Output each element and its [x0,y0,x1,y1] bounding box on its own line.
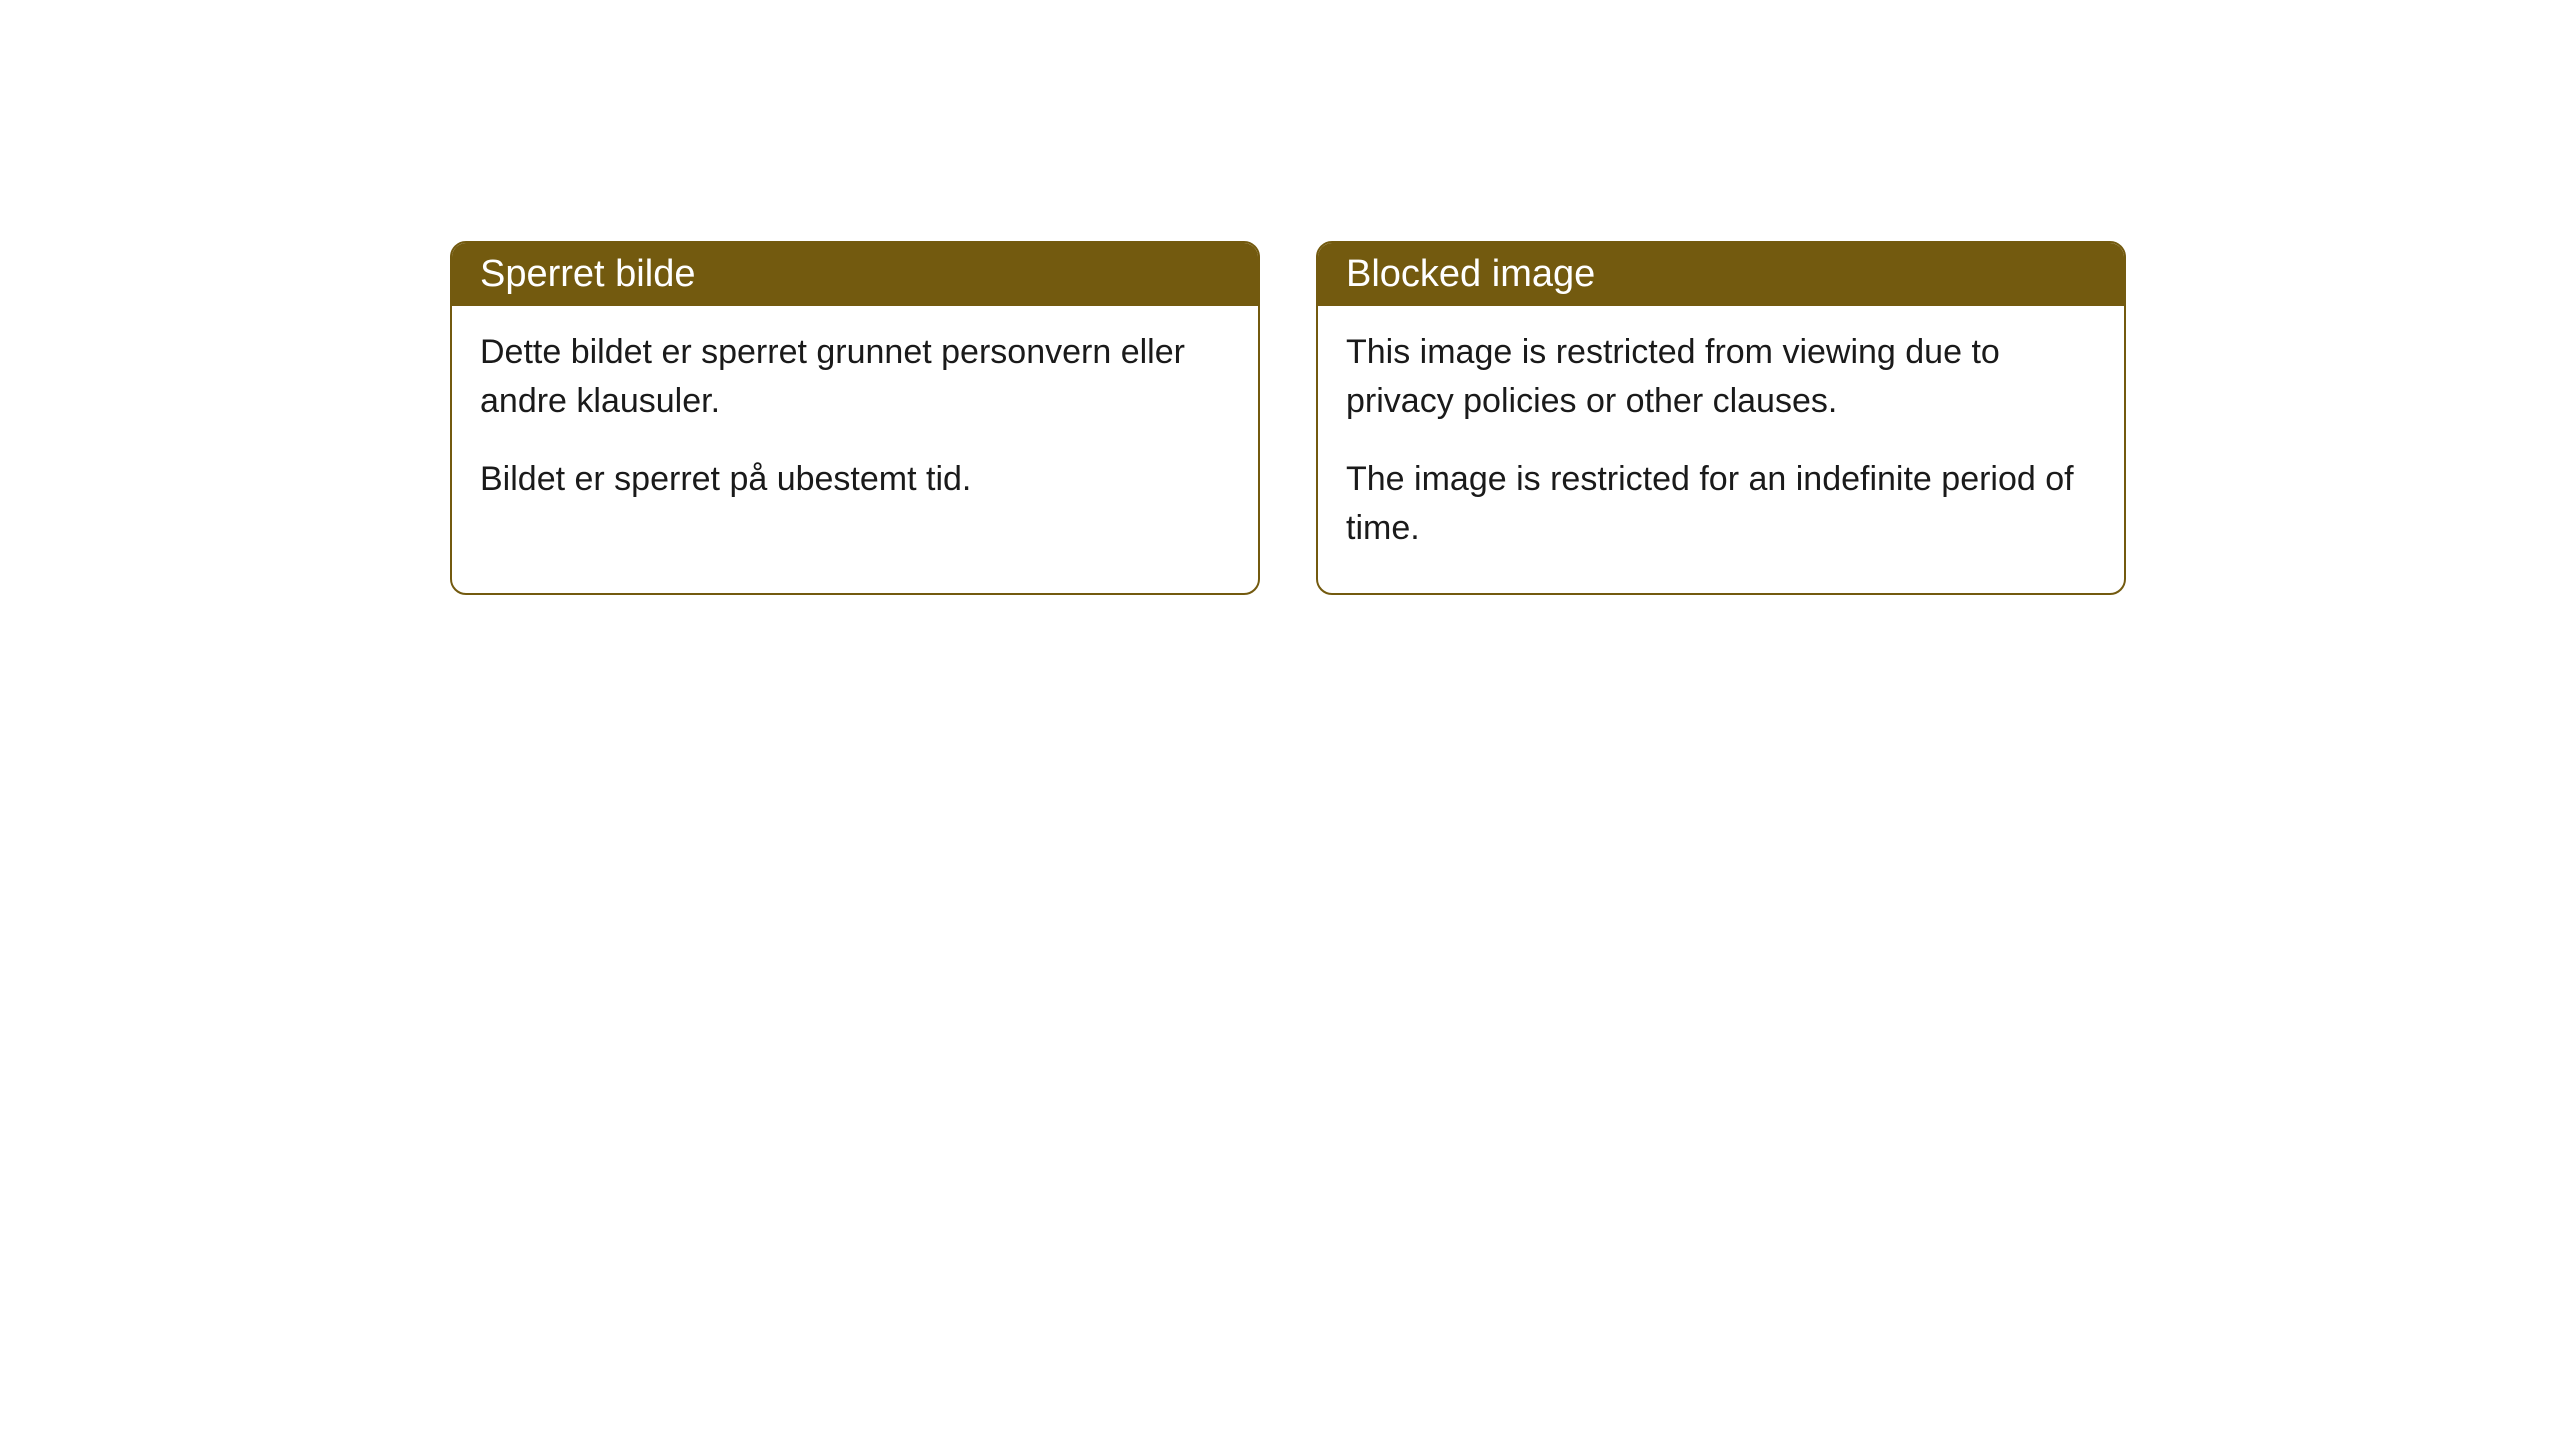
card-paragraph: Bildet er sperret på ubestemt tid. [480,455,1230,504]
card-title: Blocked image [1346,253,1595,295]
notice-card-norwegian: Sperret bilde Dette bildet er sperret gr… [450,241,1260,595]
card-paragraph: Dette bildet er sperret grunnet personve… [480,328,1230,427]
card-body: Dette bildet er sperret grunnet personve… [452,306,1258,544]
notice-cards-container: Sperret bilde Dette bildet er sperret gr… [450,241,2126,595]
card-paragraph: This image is restricted from viewing du… [1346,328,2096,427]
card-header: Blocked image [1318,243,2124,306]
notice-card-english: Blocked image This image is restricted f… [1316,241,2126,595]
card-title: Sperret bilde [480,253,695,295]
card-header: Sperret bilde [452,243,1258,306]
card-body: This image is restricted from viewing du… [1318,306,2124,593]
card-paragraph: The image is restricted for an indefinit… [1346,455,2096,554]
